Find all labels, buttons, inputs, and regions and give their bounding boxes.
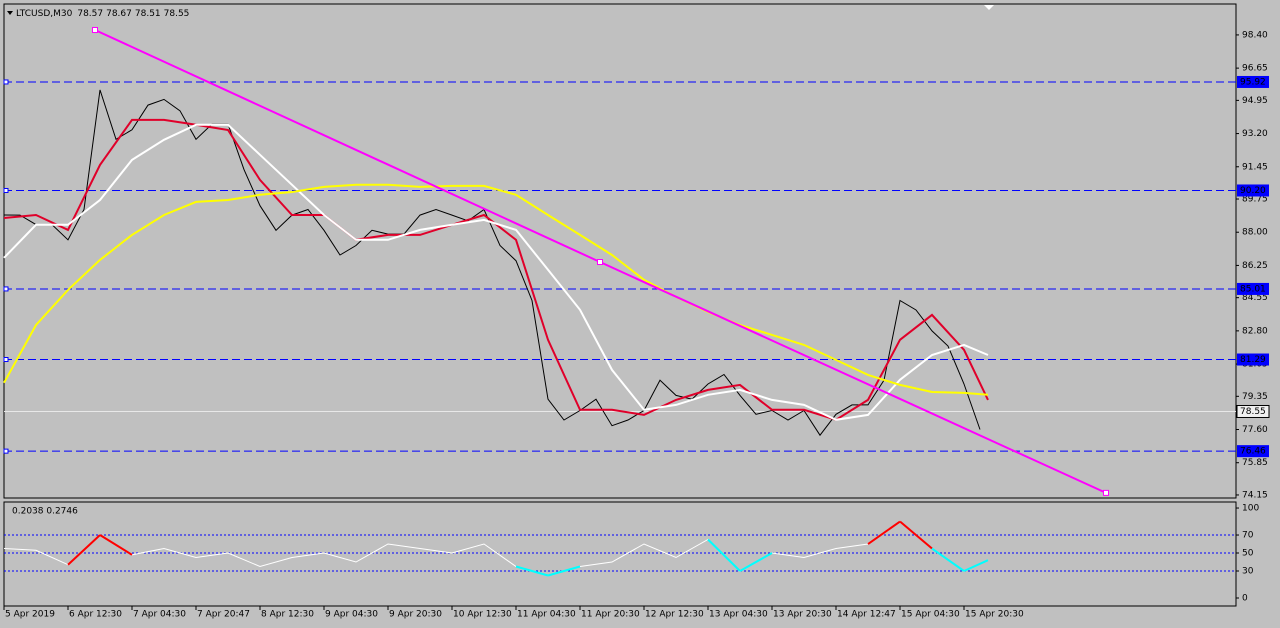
x-tick-label: 8 Apr 12:30 (261, 610, 314, 620)
trendline-handle (92, 26, 98, 33)
x-tick-label: 15 Apr 20:30 (965, 610, 1024, 620)
y-tick-label: 70 (1242, 531, 1254, 541)
zone-segment (707, 538, 741, 572)
x-tick-label: 14 Apr 12:47 (837, 610, 896, 620)
line-anchor (3, 79, 9, 85)
symbol: LTCUSD,M30 (16, 9, 73, 19)
y-tick-label: 96.65 (1242, 64, 1268, 74)
price-tag-label: 76.46 (1240, 447, 1266, 457)
open: 78.57 (77, 9, 103, 19)
last-price-label: 78.55 (1240, 407, 1266, 417)
indicator-panel (3, 501, 1237, 607)
y-tick-label: 74.15 (1242, 490, 1268, 500)
y-tick-label: 77.60 (1242, 425, 1268, 435)
zone-segment (67, 534, 101, 566)
indicator-title: 0.2038 0.2746 (12, 507, 78, 517)
y-tick-label: 75.85 (1242, 458, 1268, 468)
trendline-handle (1103, 489, 1109, 496)
zone-segment (739, 552, 773, 572)
zone-segment (515, 565, 549, 577)
y-tick-label: 98.40 (1242, 30, 1268, 40)
price-tag-label: 81.29 (1240, 355, 1266, 365)
y-tick-label: 93.20 (1242, 129, 1268, 139)
x-tick-label: 6 Apr 12:30 (69, 610, 122, 620)
line-anchor (3, 286, 9, 292)
x-tick-label: 10 Apr 12:30 (453, 610, 512, 620)
x-tick-label: 13 Apr 04:30 (709, 610, 768, 620)
header: LTCUSD,M30 78.57 78.67 78.51 78.55 (16, 9, 189, 19)
shift-marker (984, 5, 994, 10)
line-anchor (3, 187, 9, 193)
zone-segment (867, 520, 901, 545)
y-tick-label: 94.95 (1242, 96, 1268, 106)
x-tick-label: 7 Apr 20:47 (197, 610, 250, 620)
x-tick-label: 15 Apr 04:30 (901, 610, 960, 620)
y-tick-label: 30 (1242, 567, 1254, 577)
high: 78.67 (106, 9, 132, 19)
series-line (3, 520, 989, 577)
y-tick-label: 79.35 (1242, 392, 1268, 402)
line-anchor (3, 448, 9, 454)
price-tag (1237, 75, 1269, 88)
y-tick-label: 91.45 (1242, 162, 1268, 172)
price-tag-label: 90.20 (1240, 186, 1266, 196)
series-line (3, 123, 989, 421)
y-tick-label: 89.75 (1242, 195, 1268, 205)
x-tick-label: 12 Apr 12:30 (645, 610, 704, 620)
y-tick-label: 88.00 (1242, 228, 1268, 238)
y-tick-label: 0 (1242, 593, 1248, 603)
x-tick-label: 7 Apr 04:30 (133, 610, 186, 620)
x-tick-label: 13 Apr 20:30 (773, 610, 832, 620)
x-tick-label: 11 Apr 20:30 (581, 610, 640, 620)
y-tick-label: 82.80 (1242, 326, 1268, 336)
price-tag-label: 85.01 (1240, 284, 1266, 294)
y-tick-label: 86.25 (1242, 261, 1268, 271)
zone-segment (547, 565, 581, 577)
price-tag (1237, 445, 1269, 458)
menu-arrow (7, 11, 13, 15)
low: 78.51 (135, 9, 161, 19)
zone-segment (99, 534, 133, 556)
x-tick-label: 9 Apr 20:30 (389, 610, 442, 620)
y-tick-label: 50 (1242, 549, 1254, 559)
zone-segment (899, 520, 933, 550)
price-tag (1237, 353, 1269, 366)
main-panel (3, 3, 1237, 499)
x-tick-label: 11 Apr 04:30 (517, 610, 576, 620)
y-tick-label: 84.55 (1242, 293, 1268, 303)
series-line (3, 89, 981, 437)
y-tick-label: 100 (1242, 504, 1259, 514)
trendline-handle (597, 259, 603, 266)
zone-segment (963, 559, 989, 572)
series-line (3, 183, 989, 396)
line-anchor (3, 357, 9, 363)
x-tick-label: 5 Apr 2019 (5, 610, 55, 620)
close: 78.55 (164, 9, 190, 19)
zone-segment (931, 547, 965, 572)
x-tick-label: 9 Apr 04:30 (325, 610, 378, 620)
price-tag (1237, 282, 1269, 295)
price-tag-label: 95.92 (1240, 77, 1266, 87)
last-price-tag (1236, 404, 1270, 418)
price-tag (1237, 184, 1269, 197)
